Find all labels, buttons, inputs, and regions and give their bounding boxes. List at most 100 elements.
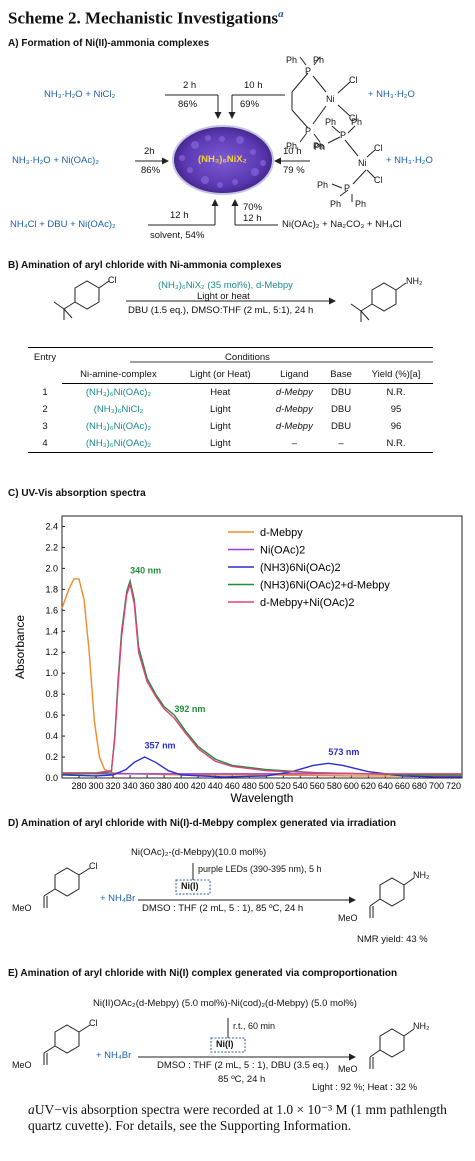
series-line [61, 756, 462, 778]
pph3-ph-5: Ph [330, 199, 342, 209]
e-nii: Ni(I) [216, 1039, 234, 1049]
cell-yield: 96 [390, 421, 402, 432]
y-tick-label: 1.8 [45, 584, 58, 594]
b-cond-2: Light or heat [197, 291, 250, 302]
x-tick-label: 300 [89, 781, 104, 791]
y-tick-label: 2.0 [45, 563, 58, 573]
th-ligand: Ligand [265, 366, 324, 384]
e-nh4br: + NH₄Br [96, 1050, 132, 1061]
section-b-heading: B) Amination of aryl chloride with Ni-am… [8, 260, 282, 271]
cell-base: – [323, 435, 360, 453]
dppe-ph-1: Ph [286, 55, 298, 65]
x-tick-label: 620 [361, 781, 376, 791]
section-e-heading: E) Amination of aryl chloride with Ni(I)… [8, 968, 398, 979]
d-nh2: NH₂ [413, 870, 430, 880]
dppe-cl-1: Cl [349, 75, 358, 85]
y-tick-label: 1.0 [45, 668, 58, 678]
table-row: 4 (NH₃)₆Ni(OAc)₂ Light – – N.R. [28, 435, 433, 453]
pph3-p-top: P [340, 130, 347, 140]
d-yield: NMR yield: 43 % [357, 934, 428, 945]
e-rt: r.t., 60 min [233, 1021, 276, 1031]
x-tick-label: 600 [344, 781, 359, 791]
series-line [62, 581, 462, 775]
dppe-p-top: P [305, 66, 312, 76]
x-axis-label: Wavelength [231, 791, 294, 805]
a-r3-time: 12 h [170, 210, 189, 221]
nix2-photo-texture [179, 135, 266, 188]
peak-annotation: 392 nm [174, 704, 205, 714]
x-tick-label: 520 [276, 781, 291, 791]
dppe-ph-2: Ph [313, 55, 325, 65]
cell-entry: 2 [42, 404, 48, 415]
cell-complex: (NH₃)₆NiCl₂ [93, 404, 144, 415]
a-r2-right-yield: 79 % [283, 165, 305, 176]
cell-complex: (NH₃)₆Ni(OAc)₂ [62, 435, 175, 453]
y-tick-label: 1.2 [45, 647, 58, 657]
cell-ligand: d-Mebpy [275, 404, 313, 415]
y-tick-label: 0.0 [45, 773, 58, 783]
x-tick-label: 420 [191, 781, 206, 791]
d-meo-left: MeO [12, 903, 32, 913]
peak-annotation: 573 nm [328, 747, 359, 757]
a-r1-yield1: 86% [178, 99, 198, 110]
y-tick-label: 1.6 [45, 605, 58, 615]
th-entry: Entry [28, 347, 62, 384]
cell-ligand: d-Mebpy [275, 387, 313, 398]
pph3-ph-2: Ph [351, 117, 363, 127]
section-d-heading: D) Amination of aryl chloride with Ni(I)… [8, 818, 397, 829]
a-r1-yield2: 69% [240, 99, 260, 110]
pph3-nicl2-structure [327, 125, 376, 202]
x-tick-label: 700 [429, 781, 444, 791]
a-r1-product-extra: + NH₃·H₂O [368, 89, 415, 100]
footnote: aUV−vis absorption spectra were recorded… [28, 1102, 447, 1133]
ester-arylchloride-e [43, 1024, 91, 1065]
scheme-title: Scheme 2. Mechanistic Investigationsa [8, 8, 284, 28]
ester-aniline-d [369, 877, 415, 918]
x-tick-label: 720 [446, 781, 461, 791]
th-complex: Ni-amine-complex [62, 366, 175, 384]
pph3-cl-2: Cl [374, 175, 383, 185]
pph3-ph-6: Ph [355, 199, 367, 209]
x-tick-label: 680 [412, 781, 427, 791]
dppe-cl-2: Cl [349, 113, 358, 123]
cell-ligand: d-Mebpy [275, 421, 313, 432]
e-meo-right: MeO [338, 1064, 358, 1074]
a-r3-up-yield: 70% [243, 202, 263, 213]
legend-label: d-Mebpy+Ni(OAc)2 [260, 597, 354, 609]
d-conditions: DMSO : THF (2 mL, 5 : 1), 85 ºC, 24 h [142, 903, 304, 914]
a-r1-time1: 2 h [183, 80, 197, 91]
x-tick-label: 440 [208, 781, 223, 791]
cell-light: Light [209, 404, 231, 415]
cell-entry: 4 [28, 435, 62, 453]
e-conditions-2: 85 ºC, 24 h [218, 1074, 266, 1085]
cell-entry: 1 [42, 386, 48, 398]
e-nh2: NH₂ [413, 1021, 430, 1031]
a-r2-yield: 86% [141, 165, 161, 176]
dppe-ph-4: Ph [313, 141, 325, 151]
plot-frame [61, 515, 463, 779]
dppe-p-bottom: P [305, 126, 312, 136]
a-r2-right-time: 10 h [283, 146, 302, 157]
cell-light: Heat [210, 387, 231, 398]
table-row: 3 (NH₃)₆Ni(OAc)₂ Light d-Mebpy DBU 96 [28, 418, 433, 435]
b-nh2: NH₂ [406, 276, 423, 286]
th-base: Base [323, 366, 360, 384]
y-tick-label: 2.2 [45, 542, 58, 552]
a-r1-reactants: NH₃·H₂O + NiCl₂ [44, 89, 116, 100]
section-a-heading: A) Formation of Ni(II)-ammonia complexes [8, 38, 210, 49]
cell-yield: N.R. [359, 435, 433, 453]
x-tick-label: 360 [140, 781, 155, 791]
cell-light: Light [209, 421, 231, 432]
series-line [61, 578, 462, 777]
x-tick-label: 280 [72, 781, 87, 791]
y-tick-label: 0.2 [45, 752, 58, 762]
cell-light: Light [174, 435, 266, 453]
cell-complex: (NH₃)₆Ni(OAc)₂ [85, 387, 152, 398]
x-tick-label: 340 [123, 781, 138, 791]
dppe-nicl2-structure [291, 56, 351, 143]
legend-label: d-Mebpy [260, 527, 303, 539]
pph3-p-bottom: P [344, 183, 351, 193]
x-tick-label: 380 [157, 781, 172, 791]
dppe-ni: Ni [326, 94, 335, 104]
x-tick-label: 540 [293, 781, 308, 791]
